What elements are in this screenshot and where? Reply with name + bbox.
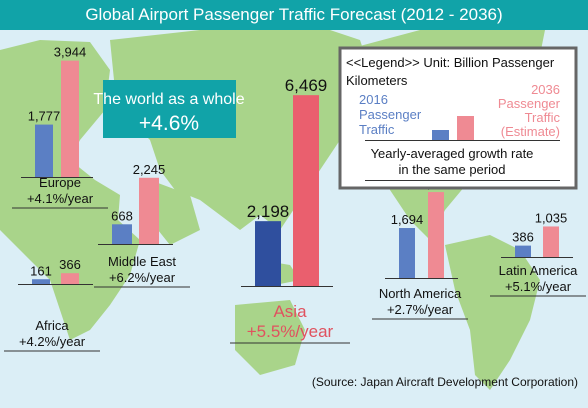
value-label-2016-latin-america: 386: [512, 230, 534, 245]
bar-2016-north-america: [399, 228, 415, 278]
legend-heading: <<Legend>> Unit: Billion Passenger: [346, 55, 555, 70]
legend-growth-line1: in the same period: [399, 162, 506, 177]
value-label-2036-latin-america: 1,035: [535, 210, 568, 225]
growth-label-latin-america: +5.1%/year: [505, 279, 572, 294]
legend-heading-2: Kilometers: [346, 73, 408, 88]
legend-series2-line2: Traffic: [525, 110, 561, 125]
growth-label-europe: +4.1%/year: [27, 191, 94, 206]
region-label-middle-east: Middle East: [108, 254, 176, 269]
bar-2036-north-america: [428, 192, 444, 278]
region-label-north-america: North America: [379, 286, 462, 301]
region-label-africa: Africa: [35, 318, 69, 333]
source-note: (Source: Japan Aircraft Development Corp…: [312, 375, 578, 389]
value-label-2016-middle-east: 668: [111, 208, 133, 223]
chart-title: Global Airport Passenger Traffic Forecas…: [0, 0, 588, 30]
bar-2036-europe: [61, 60, 79, 177]
value-label-2036-europe: 3,944: [54, 45, 87, 60]
value-label-2016-africa: 161: [30, 263, 52, 278]
region-label-latin-america: Latin America: [499, 263, 579, 278]
value-label-2036-middle-east: 2,245: [133, 162, 166, 177]
legend-series1-line0: 2016: [359, 92, 388, 107]
value-label-2036-asia: 6,469: [285, 76, 328, 95]
legend-series2-line3: (Estimate): [501, 124, 560, 139]
bar-2016-africa: [32, 279, 50, 284]
legend-swatch-2036: [457, 116, 474, 140]
world-box-line1: The world as a whole: [93, 91, 244, 108]
legend-series2-line1: Passenger: [498, 96, 561, 111]
growth-label-asia: +5.5%/year: [247, 322, 334, 341]
legend-series1-line2: Traffic: [359, 122, 395, 137]
value-label-2016-europe: 1,777: [28, 109, 61, 124]
legend-series1-line1: Passenger: [359, 107, 422, 122]
bar-2016-latin-america: [515, 245, 531, 257]
growth-label-middle-east: +6.2%/year: [109, 270, 176, 285]
world-box: [103, 80, 236, 138]
bar-2036-middle-east: [139, 177, 159, 244]
bar-2016-europe: [35, 124, 53, 177]
chart-canvas: 1,777 3,944 Europe+4.1%/year 668 2,245 Middle…: [0, 30, 586, 390]
legend-growth-line0: Yearly-averaged growth rate: [371, 146, 534, 161]
world-box-line2: +4.6%: [139, 112, 199, 135]
region-label-asia: Asia: [273, 302, 307, 321]
bar-2036-africa: [61, 273, 79, 284]
bar-2016-middle-east: [112, 224, 132, 244]
growth-label-north-america: +2.7%/year: [387, 302, 454, 317]
legend-series2-line0: 2036: [531, 82, 560, 97]
bar-2036-latin-america: [543, 226, 559, 257]
legend-swatch-2016: [432, 130, 449, 140]
bar-2036-asia: [293, 95, 319, 287]
value-label-2016-north-america: 1,694: [391, 212, 424, 227]
value-label-2016-asia: 2,198: [247, 202, 290, 221]
region-label-europe: Europe: [39, 175, 81, 190]
world-map-background: 1,777 3,944 Europe +4.1%/year 668 2,245 Middle…: [0, 30, 588, 408]
growth-label-africa: +4.2%/year: [19, 334, 86, 349]
value-label-2036-africa: 366: [59, 257, 81, 272]
bar-2016-asia: [255, 221, 281, 286]
